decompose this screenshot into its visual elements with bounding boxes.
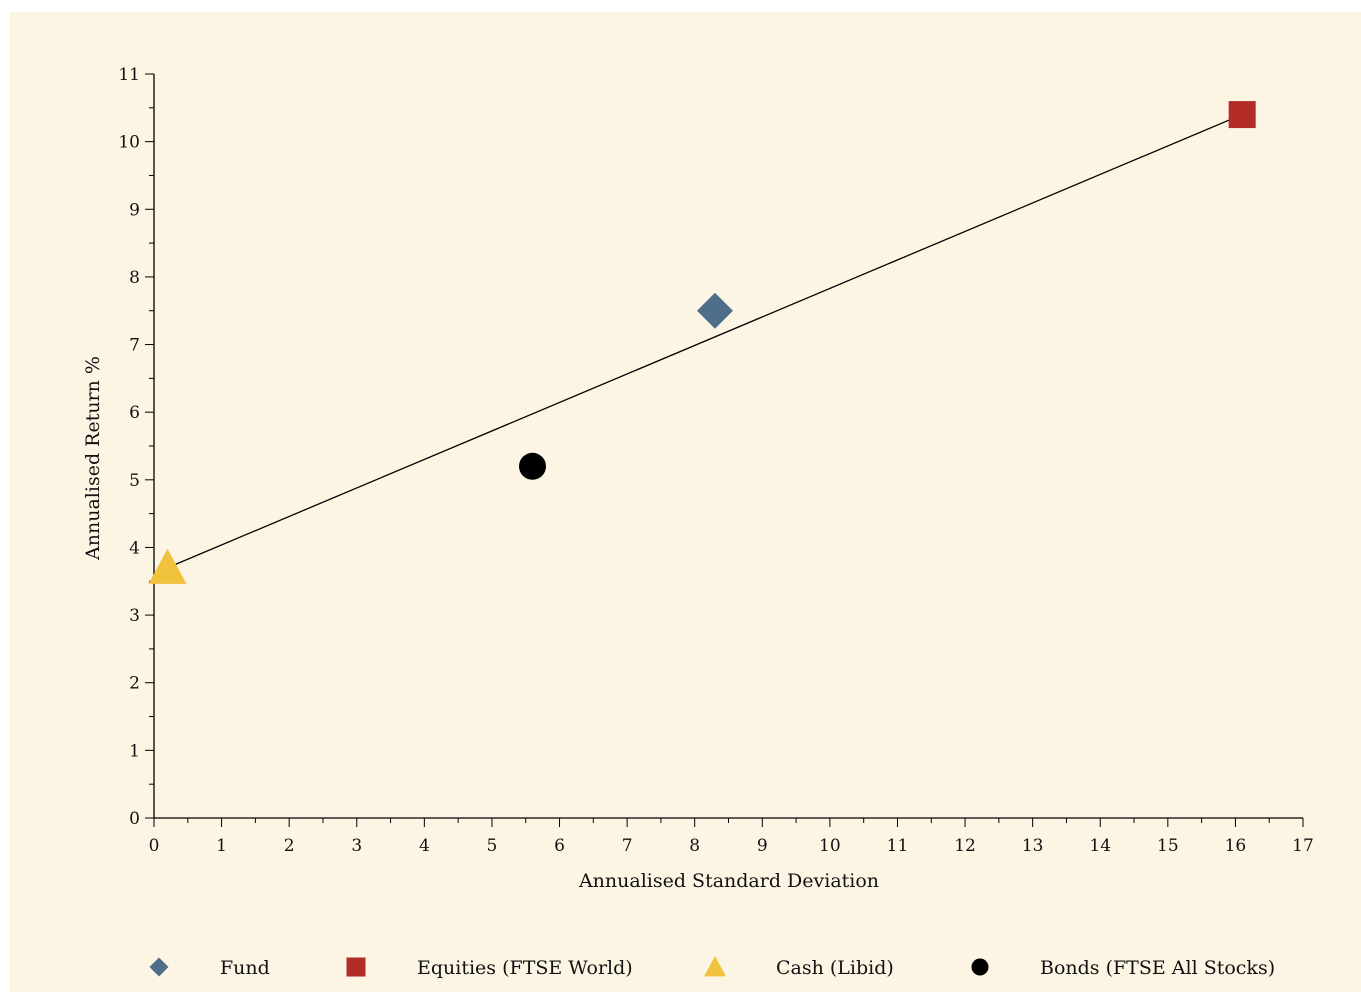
x-tick-label: 16 bbox=[1225, 836, 1247, 856]
x-axis-title: Annualised Standard Deviation bbox=[578, 870, 879, 892]
x-tick-label: 8 bbox=[689, 836, 700, 856]
x-tick-label: 17 bbox=[1292, 836, 1314, 856]
x-tick-label: 10 bbox=[819, 836, 841, 856]
y-tick-label: 8 bbox=[129, 268, 140, 288]
trend-line-group bbox=[167, 113, 1243, 569]
x-tick-label: 11 bbox=[887, 836, 909, 856]
legend-marker-diamond bbox=[149, 957, 169, 977]
legend-marker-square bbox=[346, 957, 366, 977]
chart-panel: 0 1 2 3 4 5 6 7 8 9 10 11 12 13 14 15 16 17 0 1 2 3 4 5 6 7 8 9 10 11… bbox=[10, 12, 1361, 992]
legend-label: Fund bbox=[220, 957, 270, 979]
x-tick-label: 6 bbox=[554, 836, 565, 856]
x-tick-label: 4 bbox=[419, 836, 430, 856]
x-tick-label: 7 bbox=[622, 836, 633, 856]
legend-label: Cash (Libid) bbox=[776, 957, 894, 979]
legend-marker-triangle bbox=[704, 956, 726, 977]
y-tick-label: 2 bbox=[129, 674, 140, 694]
y-tick-label: 3 bbox=[129, 606, 140, 626]
trend-line bbox=[167, 113, 1243, 569]
y-tick-label: 9 bbox=[129, 200, 140, 220]
x-tick-label: 9 bbox=[757, 836, 768, 856]
x-tick-label: 5 bbox=[487, 836, 498, 856]
x-tick-label: 12 bbox=[954, 836, 976, 856]
x-tick-label: 0 bbox=[149, 836, 160, 856]
legend-label: Equities (FTSE World) bbox=[417, 957, 633, 979]
y-tick-label: 6 bbox=[129, 403, 140, 423]
y-tick-label: 5 bbox=[129, 471, 140, 491]
y-axis-title: Annualised Return % bbox=[82, 356, 104, 561]
y-tick-label: 4 bbox=[129, 538, 140, 558]
x-tick-label: 1 bbox=[216, 836, 227, 856]
y-tick-label: 7 bbox=[129, 336, 140, 356]
legend-marker-circle bbox=[971, 958, 989, 976]
y-tick-label: 11 bbox=[118, 65, 140, 85]
x-tick-label: 14 bbox=[1089, 836, 1111, 856]
risk-return-scatter-chart: 0 1 2 3 4 5 6 7 8 9 10 11 12 13 14 15 16 1701234567891011… bbox=[82, 65, 1314, 979]
data-points bbox=[148, 101, 1256, 584]
x-tick-label: 13 bbox=[1022, 836, 1044, 856]
y-tick-label: 1 bbox=[129, 741, 140, 761]
point-square bbox=[1228, 101, 1256, 129]
x-tick-label: 2 bbox=[284, 836, 295, 856]
y-tick-label: 0 bbox=[129, 809, 140, 829]
legend: Fund Equities (FTSE World) Cash (Libid) Bon… bbox=[149, 956, 1275, 979]
y-tick-label: 10 bbox=[118, 133, 140, 153]
x-tick-label: 3 bbox=[351, 836, 362, 856]
point-diamond bbox=[696, 292, 733, 329]
legend-label: Bonds (FTSE All Stocks) bbox=[1040, 957, 1275, 979]
point-triangle bbox=[148, 548, 187, 584]
point-circle bbox=[518, 452, 546, 480]
x-tick-label: 15 bbox=[1157, 836, 1179, 856]
